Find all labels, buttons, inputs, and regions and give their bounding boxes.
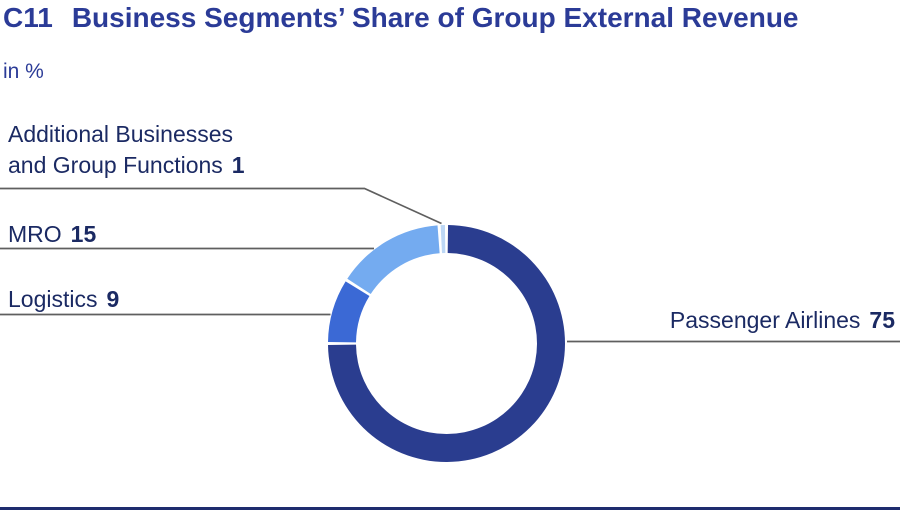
segment-label: and Group Functions <box>8 152 223 178</box>
leader-line-additional <box>0 187 442 225</box>
segment-label: Logistics <box>8 286 98 312</box>
donut-segment-additional-businesses-and-group-functions <box>440 225 446 254</box>
chart-title: C11 Business Segments’ Share of Group Ext… <box>3 2 799 34</box>
callout-mro: MRO 15 <box>8 219 96 250</box>
callout-additional-businesses: Additional Businesses and Group Function… <box>8 119 245 181</box>
callout-logistics: Logistics 9 <box>8 284 119 315</box>
donut-segment-mro <box>347 225 440 295</box>
donut-segment-logistics <box>328 281 370 343</box>
segment-label: Passenger Airlines <box>669 307 861 333</box>
callout-passenger-airlines: Passenger Airlines 75 <box>670 305 895 336</box>
unit-label: in % <box>3 60 44 83</box>
segment-value: 15 <box>70 221 97 247</box>
chart-number-tag: C11 <box>3 2 53 33</box>
segment-label: Additional Businesses <box>8 121 234 147</box>
segment-value: 75 <box>869 307 895 333</box>
donut-segments <box>328 225 565 462</box>
bottom-divider-rule <box>0 507 900 510</box>
segment-value: 1 <box>231 152 245 178</box>
segment-label: MRO <box>8 221 62 247</box>
segment-value: 9 <box>106 286 120 312</box>
chart-title-text: Business Segments’ Share of Group Extern… <box>71 2 799 33</box>
